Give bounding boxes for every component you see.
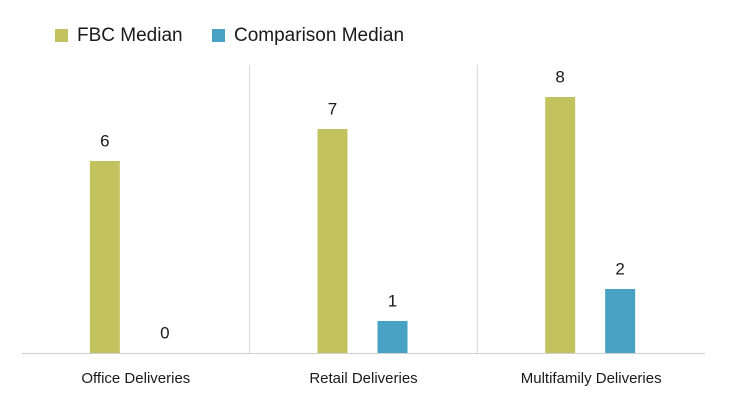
legend-label: FBC Median: [77, 25, 183, 46]
legend-swatch: [55, 29, 68, 42]
x-tick-label: Retail Deliveries: [309, 370, 417, 387]
legend-swatch: [212, 29, 225, 42]
value-label: 2: [615, 259, 624, 278]
x-tick-label: Multifamily Deliveries: [521, 370, 662, 387]
x-tick-label: Office Deliveries: [81, 370, 190, 387]
bar: [377, 321, 408, 353]
value-label: 6: [100, 131, 109, 150]
bar: [317, 129, 348, 353]
bar: [545, 97, 576, 353]
bar: [89, 161, 120, 353]
legend-label: Comparison Median: [234, 25, 404, 46]
value-label: 1: [388, 291, 397, 310]
value-label: 7: [328, 99, 337, 118]
value-label: 8: [555, 67, 564, 86]
value-label: 0: [160, 323, 169, 342]
bar: [605, 289, 636, 353]
